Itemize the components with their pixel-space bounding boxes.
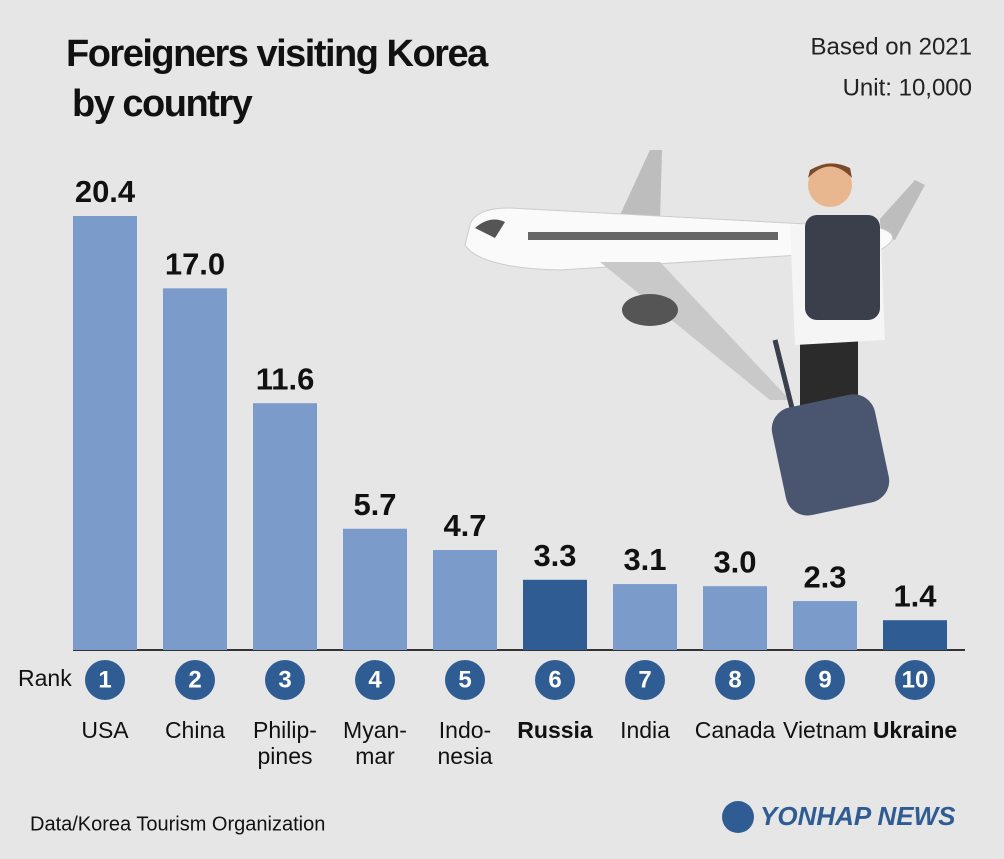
value-label: 2.3 [803,559,846,594]
bar [613,584,677,650]
rank-badge [445,660,485,700]
bar [73,216,137,650]
bar [163,288,227,650]
rank-badge [355,660,395,700]
x-tick-label: Ukraine [873,717,957,743]
rank-badge [715,660,755,700]
illustration [464,150,925,516]
chart-title: Foreigners visiting Korea [66,33,489,75]
x-tick-label: Indo-nesia [438,717,493,769]
rank-badge [85,660,125,700]
rank-number: 4 [368,666,382,693]
rank-badge [175,660,215,700]
x-tick-label: Philip-pines [253,717,317,769]
logo-text: YONHAP NEWS [760,801,956,831]
value-label: 3.3 [533,538,576,573]
bar [883,620,947,650]
value-label: 11.6 [256,361,315,396]
value-label: 4.7 [443,508,486,543]
rank-badge [895,660,935,700]
value-label: 20.4 [75,174,136,209]
x-tick-label: Myan-mar [343,717,407,769]
bar [793,601,857,650]
value-label: 5.7 [353,487,396,522]
x-tick-label: China [165,717,225,743]
label-line: pines [258,743,313,769]
bar [523,579,587,650]
bar [253,403,317,650]
label-line: Philip- [253,717,317,743]
chart-title: by country [72,83,253,125]
subtitle: Based on 2021 [811,33,972,60]
value-label: 17.0 [165,247,225,282]
rank-label: Rank [18,665,72,691]
bar [703,586,767,650]
label-line: Myan- [343,717,407,743]
rank-badge [535,660,575,700]
x-tick-label: Vietnam [783,717,867,743]
bar [433,550,497,650]
rank-badge [265,660,305,700]
x-tick-label: Russia [517,717,593,743]
bar [343,528,407,650]
x-tick-label: USA [81,717,129,743]
label-line: Indo- [439,717,491,743]
x-tick-label: India [620,717,670,743]
value-label: 1.4 [893,578,937,613]
value-label: 3.0 [713,544,756,579]
rank-number: 10 [902,666,929,693]
value-label: 3.1 [623,542,666,577]
label-line: mar [355,743,395,769]
rank-number: 9 [818,666,831,693]
rank-number: 3 [278,666,291,693]
rank-number: 2 [188,666,201,693]
x-tick-label: Canada [695,717,776,743]
rank-number: 6 [548,666,561,693]
rank-number: 8 [728,666,741,693]
rank-badge [805,660,845,700]
label-line: nesia [438,743,493,769]
subtitle: Unit: 10,000 [843,74,972,101]
rank-number: 1 [98,666,111,693]
rank-number: 5 [458,666,471,693]
rank-number: 7 [638,666,651,693]
logo: YONHAP NEWS [722,801,956,833]
source: Data/Korea Tourism Organization [30,813,325,835]
rank-badge [625,660,665,700]
